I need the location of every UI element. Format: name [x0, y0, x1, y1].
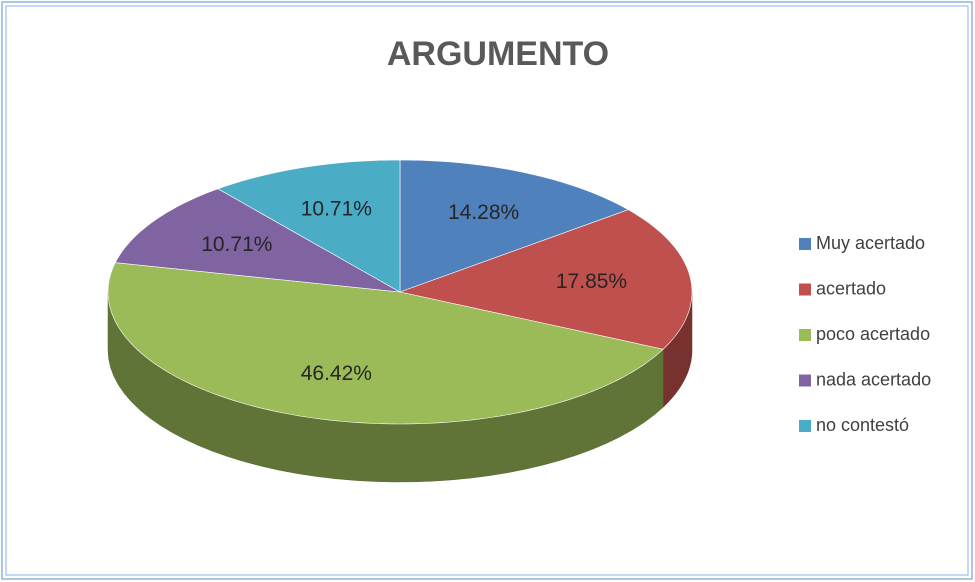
slice [114, 188, 401, 293]
legend-swatch [799, 283, 811, 296]
legend-label: acertado [816, 278, 886, 298]
legend-label: no contestó [816, 415, 909, 435]
legend-label: nada acertado [816, 369, 931, 389]
slice [399, 159, 630, 293]
legend-swatch [799, 420, 811, 432]
legend-swatch [799, 329, 811, 341]
slice [107, 262, 664, 425]
slice [398, 209, 693, 350]
legend-label: poco acertado [816, 324, 930, 344]
legend-label: Muy acertado [816, 233, 925, 253]
slice [217, 159, 401, 293]
chart-title: ARGUMENTO [387, 35, 609, 73]
legend-swatch [799, 238, 811, 250]
data-label: 17.85% [556, 270, 627, 293]
data-label: 10.71% [201, 233, 272, 256]
data-label: 14.28% [448, 201, 519, 224]
legend-swatch [799, 374, 811, 387]
data-label: 46.42% [301, 362, 372, 385]
frame-inner [5, 5, 969, 576]
data-label: 10.71% [301, 197, 372, 220]
